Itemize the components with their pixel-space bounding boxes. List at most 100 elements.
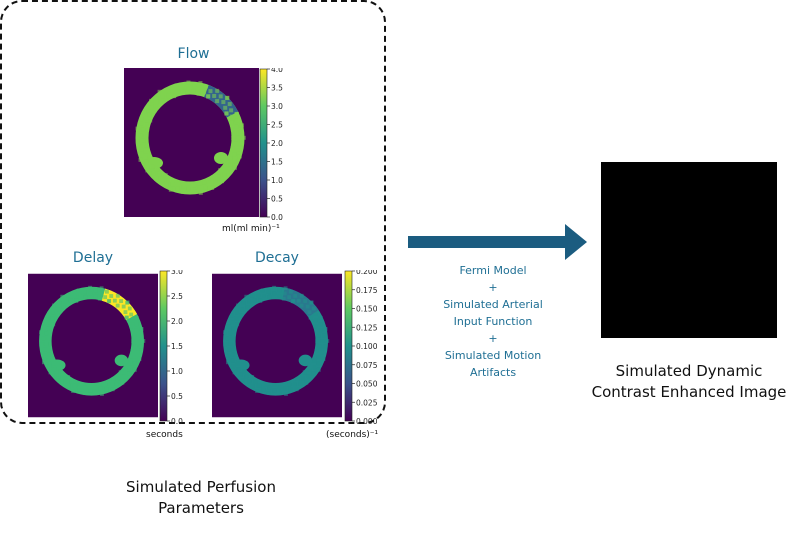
pixel-texture (318, 322, 323, 327)
pixel-texture (99, 286, 104, 291)
pixel-texture (235, 361, 240, 366)
pixel-texture (218, 168, 223, 173)
pixel-texture (46, 336, 51, 341)
pixel-texture (143, 133, 148, 138)
pixel-texture (51, 310, 55, 315)
pixel-texture (43, 347, 48, 352)
pixel-texture (244, 374, 249, 379)
papillary-muscle-right (214, 152, 228, 164)
pixel-texture (313, 324, 318, 329)
pixel-texture (137, 356, 142, 361)
pixel-texture (175, 186, 180, 191)
pixel-texture (57, 301, 62, 305)
pixel-texture (293, 294, 298, 298)
pixel-texture (288, 387, 293, 392)
papillary-muscle-right (114, 354, 129, 367)
pixel-texture (230, 320, 235, 325)
pixel-texture (288, 289, 293, 294)
colorbar-tick-label: 0.0 (271, 213, 283, 220)
pixel-texture (192, 83, 197, 88)
pixel-texture (231, 364, 236, 369)
pixel-texture (192, 183, 197, 188)
pixel-texture (172, 94, 177, 99)
decay-map-title: Decay (255, 250, 299, 266)
pixel-texture (44, 331, 49, 336)
pixel-texture (260, 288, 265, 293)
pixel-texture (222, 172, 227, 177)
pixel-texture (232, 152, 237, 157)
pixel-texture (108, 382, 113, 387)
pixel-texture (158, 100, 163, 105)
pixel-texture (174, 83, 179, 88)
pixel-texture (163, 173, 168, 178)
pixel-texture (311, 306, 316, 311)
pixel-texture (181, 184, 186, 189)
flow-map-title: Flow (177, 46, 210, 62)
pixel-texture (46, 320, 51, 325)
pixel-texture (139, 327, 143, 331)
perfusion-caption: Simulated Perfusion Parameters (90, 477, 312, 519)
colorbar-tick-label: 1.0 (271, 176, 283, 185)
pixel-texture (132, 333, 137, 338)
pixel-texture (46, 313, 50, 318)
pixel-texture (134, 316, 139, 320)
pixel-texture (226, 353, 231, 358)
pixel-texture (241, 135, 246, 140)
pixel-texture (232, 165, 237, 170)
pixel-texture (302, 370, 307, 375)
pixel-texture (73, 383, 78, 388)
pixel-texture (54, 372, 59, 377)
pixel-texture (111, 377, 116, 381)
pixel-texture (239, 313, 244, 318)
pixel-texture (157, 89, 162, 94)
pixel-texture (226, 324, 231, 329)
pixel-texture (115, 303, 120, 308)
pixel-texture (272, 388, 277, 393)
pixel-texture (143, 116, 148, 121)
colorbar-tick-label: 0.5 (271, 195, 283, 204)
pixel-texture (163, 88, 168, 93)
pixel-texture (295, 377, 300, 381)
pixel-texture (98, 291, 103, 296)
pixel-texture (301, 376, 305, 381)
pixel-texture (130, 349, 135, 353)
pixel-texture (247, 299, 252, 304)
pixel-texture (272, 383, 277, 387)
pixel-texture (317, 344, 322, 349)
pixel-texture (82, 391, 87, 396)
pixel-texture (231, 326, 236, 331)
pixel-texture (281, 296, 286, 301)
flow-map (124, 68, 259, 217)
pixel-texture (231, 352, 235, 357)
pixel-texture (272, 291, 277, 296)
pixel-texture (250, 375, 255, 379)
pixel-texture (278, 390, 282, 395)
pixel-texture (213, 179, 218, 184)
pixel-texture (141, 339, 146, 343)
pixel-texture (47, 364, 52, 369)
pixel-texture (121, 304, 126, 309)
pixel-texture (234, 111, 239, 116)
pixel-texture (112, 298, 117, 303)
pixel-texture (257, 383, 262, 388)
pixel-texture (170, 182, 175, 187)
pixel-texture (88, 383, 93, 387)
pixel-texture (242, 369, 247, 374)
pixel-texture (128, 365, 133, 370)
colorbar-gradient (344, 270, 353, 422)
pixel-texture (207, 180, 212, 185)
pixel-texture (66, 375, 71, 379)
pixel-texture (138, 133, 143, 138)
pixel-texture (55, 313, 60, 318)
pixel-texture (48, 346, 53, 351)
pixel-texture (132, 355, 137, 359)
pixel-texture (119, 299, 124, 304)
pixel-texture (229, 120, 234, 125)
pixel-texture (93, 288, 98, 293)
pixel-texture (47, 358, 51, 363)
pixel-texture (129, 312, 134, 317)
pixel-texture (154, 176, 159, 181)
pixel-texture (94, 390, 98, 395)
pixel-texture (238, 129, 243, 134)
pixel-texture (234, 316, 239, 321)
